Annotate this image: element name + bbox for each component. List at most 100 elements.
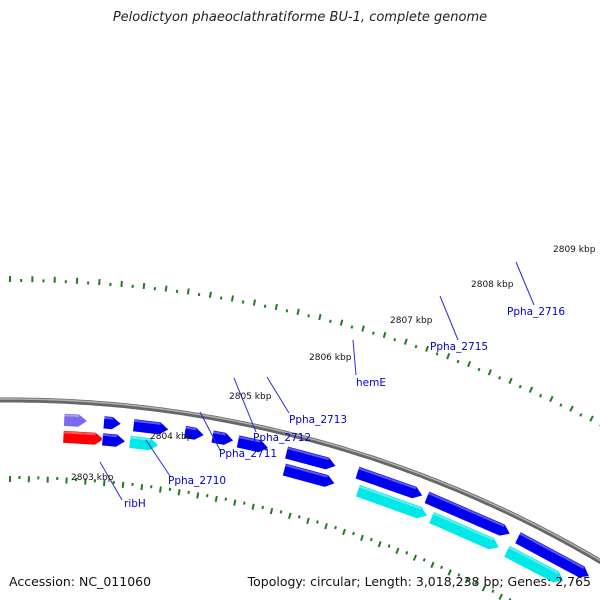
tick-mark (296, 308, 300, 316)
gene-arrow-shine (432, 512, 494, 541)
tick-mark (467, 360, 472, 368)
accession-text: Accession: NC_011060 (9, 574, 152, 589)
tick-mark (252, 299, 256, 306)
gene-red (62, 429, 105, 446)
tick-mark (457, 573, 461, 577)
map-title: Pelodictyon phaeoclathratiforme BU-1, co… (112, 10, 488, 25)
tick-mark (196, 492, 200, 499)
tick-mark (334, 525, 337, 530)
tick-mark (329, 319, 332, 323)
tick-mark (414, 344, 418, 349)
gene-arrow-shine (129, 436, 151, 441)
tick-mark (446, 353, 451, 360)
tick-mark (140, 483, 144, 491)
backbone-highlight (0, 398, 600, 562)
tick-mark (121, 481, 125, 488)
gene-label: Ppha_2715 (430, 341, 488, 353)
label-leader-line (233, 377, 257, 433)
gene-label-callouts: ribH Ppha_2710 Ppha_2711 Ppha_2712 Ppha_2713… (99, 261, 565, 510)
tick-mark (435, 352, 439, 356)
tick-mark (474, 581, 478, 585)
gene-arrow-shine (102, 433, 118, 438)
tick-mark (307, 314, 310, 318)
tick-mark (214, 495, 218, 502)
tick-mark (142, 282, 146, 290)
tick-mark (219, 296, 223, 300)
gene-arrow-shine (508, 546, 559, 574)
gene-arrow (423, 490, 512, 537)
gene-label: Ppha_2711 (219, 448, 277, 460)
gene-purple (63, 412, 89, 428)
gene-arrow (354, 483, 429, 520)
tick-mark (279, 510, 283, 514)
tick-mark (243, 501, 246, 505)
tick-mark (297, 515, 301, 519)
tick-mark (263, 304, 267, 308)
tick-mark (269, 507, 274, 515)
kbp-labels: 2803 kbp 2804 kbp 2805 kbp 2806 kbp 2807 kbp… (71, 245, 596, 483)
tick-mark (498, 593, 503, 600)
tick-mark (422, 558, 426, 562)
tick-mark (412, 554, 418, 561)
tick-mark (187, 490, 190, 494)
gene-arrow-shine (284, 464, 329, 478)
gene-label: Ppha_2712 (253, 432, 311, 444)
tick-mark (456, 359, 460, 364)
gene-arrow-shine (212, 431, 226, 436)
tick-mark (369, 537, 373, 542)
tick-mark (372, 331, 375, 335)
gene-arrow (354, 465, 424, 500)
tick-mark (224, 497, 228, 501)
tick-mark (103, 480, 106, 487)
tick-mark (559, 403, 563, 407)
gene-arrow-shine (133, 419, 161, 425)
tick-mark (518, 384, 522, 389)
tick-mark (405, 551, 409, 555)
tick-mark (579, 413, 583, 417)
gene-arrow-shine (427, 492, 505, 528)
tick-mark (360, 534, 364, 542)
tick-mark (241, 300, 245, 304)
tick-mark (487, 369, 492, 376)
gene-arrow (514, 531, 590, 579)
label-leader-line (352, 339, 357, 376)
gene-arrow (183, 425, 205, 441)
gene-arrow (101, 432, 127, 448)
gene-arrow-shine (358, 467, 417, 490)
tick-mark (120, 280, 123, 287)
tick-mark (491, 589, 495, 594)
kbp-label: 2805 kbp (229, 392, 272, 402)
outer-tick-ring (9, 276, 600, 427)
gene-arrow-shine (358, 485, 422, 510)
tick-mark (447, 569, 452, 576)
tick-mark (274, 303, 278, 311)
gene-label: Ppha_2710 (168, 475, 226, 487)
tick-mark (251, 503, 255, 510)
tick-mark (206, 494, 209, 498)
tick-mark (539, 393, 543, 398)
gene-arrow-shine (63, 431, 96, 436)
gene-label: Ppha_2713 (289, 414, 347, 426)
tick-mark (339, 319, 344, 326)
gene-arrow (102, 415, 123, 431)
gene-arrow (284, 445, 337, 471)
backbone-track (0, 397, 600, 565)
kbp-label: 2806 kbp (309, 353, 352, 363)
genome-summary-text: Topology: circular; Length: 3,018,238 bp… (247, 574, 591, 589)
gene-arrow (503, 544, 565, 584)
tick-mark (377, 541, 382, 548)
inner-tick-ring (9, 475, 512, 600)
gene-arrow-shine (238, 436, 262, 443)
gene-features (62, 412, 590, 584)
tick-mark (425, 345, 429, 352)
tick-mark (481, 585, 487, 592)
gene-label: ribH (124, 498, 146, 510)
kbp-label: 2807 kbp (390, 316, 433, 326)
gene-arrow (128, 434, 160, 452)
tick-mark (306, 517, 310, 525)
tick-mark (208, 291, 212, 298)
kbp-label: 2808 kbp (471, 280, 514, 290)
tick-mark (316, 520, 319, 524)
tick-mark (498, 376, 502, 380)
